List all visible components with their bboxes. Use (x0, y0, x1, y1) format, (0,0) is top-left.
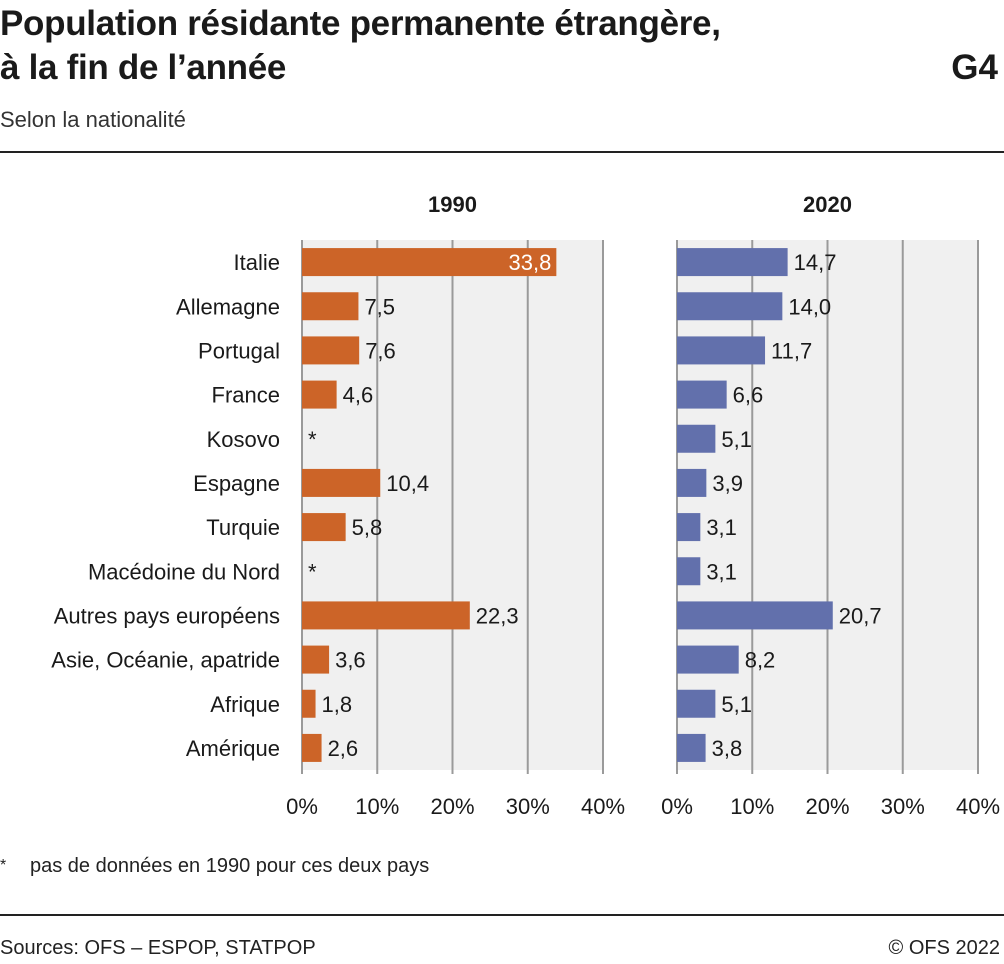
bar (302, 336, 360, 365)
data-label: 5,1 (721, 427, 752, 452)
bar (677, 513, 701, 542)
x-tick-label: 30% (881, 794, 925, 819)
category-label: Autres pays européens (54, 603, 280, 628)
footnote-mark: * (0, 857, 7, 874)
bar (302, 380, 337, 409)
chart-id: G4 (951, 48, 998, 87)
x-tick-label: 40% (956, 794, 1000, 819)
bar (302, 513, 346, 542)
category-label: Macédoine du Nord (88, 559, 280, 584)
missing-data-marker: * (308, 559, 317, 584)
data-label: 5,8 (352, 515, 383, 540)
data-label: 14,7 (794, 250, 837, 275)
category-label: France (212, 383, 280, 408)
bar (677, 557, 701, 586)
bar (677, 468, 707, 497)
chart-title: Population résidante permanente étrangèr… (0, 2, 721, 90)
x-tick-label: 30% (506, 794, 550, 819)
bar (677, 645, 739, 674)
bar (677, 292, 783, 321)
data-label: 7,6 (365, 338, 396, 363)
chart-title-line-1: Population résidante permanente étrangèr… (0, 4, 721, 43)
data-label: 1,8 (322, 692, 353, 717)
data-label: 4,6 (343, 383, 374, 408)
sources: Sources: OFS – ESPOP, STATPOP (0, 937, 316, 959)
bottom-divider (0, 914, 1004, 916)
data-label: 8,2 (745, 648, 776, 673)
data-label: 3,1 (706, 559, 737, 584)
bar (677, 424, 716, 453)
data-label: 3,8 (712, 736, 743, 761)
category-label: Asie, Océanie, apatride (51, 648, 280, 673)
bar-chart: Italie Allemagne Portugal France Kosovo Espag… (51, 192, 1000, 819)
x-tick-label: 40% (581, 794, 625, 819)
data-label: 3,9 (712, 471, 743, 496)
data-label: 5,1 (721, 692, 752, 717)
missing-data-marker: * (308, 427, 317, 452)
data-label: 10,4 (386, 471, 429, 496)
category-label: Turquie (206, 515, 280, 540)
data-label: 3,1 (706, 515, 737, 540)
copyright: © OFS 2022 (888, 937, 1000, 959)
bar (677, 380, 727, 409)
category-label: Allemagne (176, 294, 280, 319)
bar (677, 689, 716, 718)
bar (302, 292, 359, 321)
x-tick-label: 0% (286, 794, 318, 819)
bar (677, 733, 706, 762)
category-label: Afrique (210, 692, 280, 717)
bar (302, 645, 330, 674)
bar (302, 733, 322, 762)
category-label: Portugal (198, 338, 280, 363)
chart-title-line-2: à la fin de l’année (0, 48, 287, 87)
category-label: Italie (234, 250, 280, 275)
data-label: 2,6 (328, 736, 359, 761)
bar (677, 336, 766, 365)
bar (302, 689, 316, 718)
data-label: 7,5 (364, 294, 395, 319)
category-label: Espagne (193, 471, 280, 496)
data-label: 33,8 (509, 250, 552, 275)
data-label: 14,0 (788, 294, 831, 319)
footnote: * pas de données en 1990 pour ces deux pa… (0, 852, 429, 880)
bar (677, 601, 833, 630)
x-tick-label: 0% (661, 794, 693, 819)
bar (677, 248, 788, 277)
data-label: 3,6 (335, 648, 366, 673)
top-divider (0, 151, 1004, 153)
footnote-text: pas de données en 1990 pour ces deux pay… (30, 855, 430, 877)
x-tick-label: 20% (805, 794, 849, 819)
x-tick-label: 10% (355, 794, 399, 819)
x-tick-label: 20% (430, 794, 474, 819)
data-label: 20,7 (839, 603, 882, 628)
data-label: 6,6 (733, 383, 764, 408)
data-label: 22,3 (476, 603, 519, 628)
bar (302, 248, 557, 277)
data-label: 11,7 (771, 338, 812, 363)
panel-title: 2020 (803, 192, 852, 217)
chart-subtitle: Selon la nationalité (0, 107, 186, 132)
category-label: Kosovo (207, 427, 280, 452)
panel-title: 1990 (428, 192, 477, 217)
bar (302, 601, 470, 630)
x-tick-label: 10% (730, 794, 774, 819)
bar (302, 468, 381, 497)
category-label: Amérique (186, 736, 280, 761)
